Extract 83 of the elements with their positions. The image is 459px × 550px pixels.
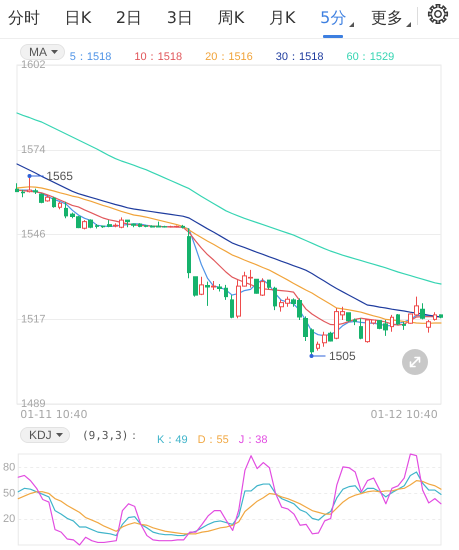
y-tick-label: 80 [2,462,16,474]
legend-title: MA [29,45,47,59]
annotation: 1505 [328,349,356,363]
text: 更多 [370,8,403,28]
candlestick [433,312,437,322]
text: 3日 [166,8,193,28]
y-tick-label: 1602 [21,59,46,71]
text: D：55 [198,434,229,446]
candlestick [95,224,99,229]
candlestick [45,194,50,202]
candlestick [353,318,357,326]
candlestick [322,331,327,348]
candlestick [310,328,314,356]
text: 5分 [320,8,346,28]
x-tick-label: 01-12 10:40 [370,408,438,421]
text: 分时 [8,8,40,28]
candlestick [254,278,259,294]
candlestick [144,224,148,228]
candlestick [64,201,68,219]
text: (9,3,3)： [82,429,140,442]
text: K：49 [157,434,188,446]
candlestick [211,280,216,290]
text: 60：1529 [346,51,394,63]
text: 20：1516 [205,51,253,63]
candlestick [27,176,32,193]
candlestick [420,302,425,320]
candlestick [439,314,443,319]
text: 日K [64,8,92,28]
candlestick [33,188,38,194]
series-label: J：38 [238,434,268,446]
candlestick [21,189,25,198]
candlestick [82,220,87,230]
y-tick-label: 1517 [21,313,46,326]
y-tick-label: 20 [2,513,16,526]
candlestick [217,284,222,292]
candlestick [316,341,320,352]
x-tick-label: 01-11 10:40 [20,408,88,421]
candlestick [426,320,431,334]
candlestick [396,314,400,326]
candlestick [58,201,62,210]
candlestick [181,224,185,229]
candlestick [303,316,308,342]
y-tick-label: 1546 [21,228,46,240]
y-tick-label: 1489 [21,398,46,410]
text: 2日 [116,8,142,28]
text: 周K [218,8,244,28]
candlestick [359,318,363,340]
y-tick-label: 50 [2,487,16,500]
line-series [18,471,442,536]
candlestick [205,281,210,306]
candlestick [273,286,277,311]
dropdown-button: MA [20,44,65,60]
candlestick [193,276,198,298]
candlestick [390,314,394,332]
candlestick [88,218,93,229]
candlestick [328,331,333,342]
candlestick [199,276,204,296]
candlestick [131,222,136,228]
annotation: 1565 [46,169,73,183]
line-series [18,453,442,546]
text: 30：1518 [276,51,324,63]
candlestick [138,222,142,228]
text: 月K [268,8,296,28]
candlestick [101,225,105,228]
candlestick [107,220,112,228]
candlestick [346,312,351,322]
line-series [18,480,442,534]
candlestick [125,220,130,228]
y-tick-label: 1574 [21,144,46,156]
candlestick [15,182,19,192]
dropdown-button: KDJ [20,427,70,443]
text: 5：1518 [70,51,112,63]
candlestick [52,196,56,208]
candlestick [402,321,406,330]
legend-title: KDJ [29,428,52,442]
candlestick [224,284,228,300]
candlestick [230,294,234,319]
candlestick [267,279,271,290]
candlestick [39,192,44,204]
candlestick [187,228,191,279]
text: 10：1518 [134,51,182,63]
line-series [16,112,442,285]
candlestick [260,278,265,296]
